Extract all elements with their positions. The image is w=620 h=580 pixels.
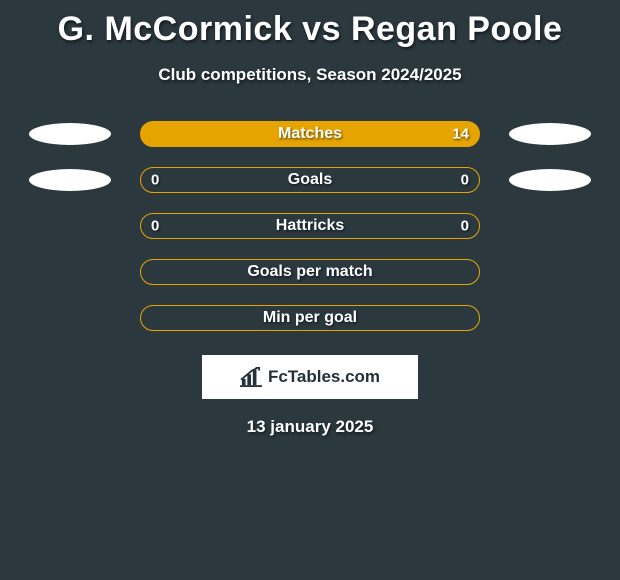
stat-bar: 14 Matches bbox=[140, 121, 480, 147]
bar-chart-icon bbox=[240, 367, 262, 387]
stat-row: 0 0 Goals bbox=[0, 157, 620, 203]
stat-rows: 14 Matches 0 0 Goals 0 0 Hattricks Goals per mat… bbox=[0, 111, 620, 341]
player-left-marker bbox=[0, 111, 140, 157]
logo-box: FcTables.com bbox=[202, 355, 418, 399]
ellipse-icon bbox=[29, 123, 111, 145]
stat-row: 14 Matches bbox=[0, 111, 620, 157]
player-right-marker bbox=[480, 295, 620, 341]
stat-bar: Min per goal bbox=[140, 305, 480, 331]
stat-bar: 0 0 Goals bbox=[140, 167, 480, 193]
player-right-marker bbox=[480, 249, 620, 295]
stat-bar: 0 0 Hattricks bbox=[140, 213, 480, 239]
player-right-marker bbox=[480, 111, 620, 157]
player-left-marker bbox=[0, 203, 140, 249]
stat-label: Matches bbox=[278, 125, 342, 143]
player-left-marker bbox=[0, 249, 140, 295]
stat-row: 0 0 Hattricks bbox=[0, 203, 620, 249]
stat-label: Goals per match bbox=[247, 263, 372, 281]
season-subtitle: Club competitions, Season 2024/2025 bbox=[0, 65, 620, 85]
stat-bar: Goals per match bbox=[140, 259, 480, 285]
stat-label: Hattricks bbox=[276, 217, 344, 235]
stat-row: Min per goal bbox=[0, 295, 620, 341]
player-right-marker bbox=[480, 203, 620, 249]
player-left-marker bbox=[0, 157, 140, 203]
page-title: G. McCormick vs Regan Poole bbox=[0, 0, 620, 49]
stat-value-left: 0 bbox=[151, 172, 159, 189]
stat-value-left: 0 bbox=[151, 218, 159, 235]
ellipse-icon bbox=[509, 169, 591, 191]
player-left-marker bbox=[0, 295, 140, 341]
stat-value-right: 0 bbox=[461, 218, 469, 235]
comparison-infographic: G. McCormick vs Regan Poole Club competi… bbox=[0, 0, 620, 580]
stat-label: Min per goal bbox=[263, 309, 357, 327]
stat-value-right: 0 bbox=[461, 172, 469, 189]
stat-label: Goals bbox=[288, 171, 332, 189]
stat-value-right: 14 bbox=[452, 126, 469, 143]
ellipse-icon bbox=[29, 169, 111, 191]
player-right-marker bbox=[480, 157, 620, 203]
generated-date: 13 january 2025 bbox=[0, 417, 620, 437]
logo-text: FcTables.com bbox=[268, 367, 380, 387]
stat-row: Goals per match bbox=[0, 249, 620, 295]
ellipse-icon bbox=[509, 123, 591, 145]
